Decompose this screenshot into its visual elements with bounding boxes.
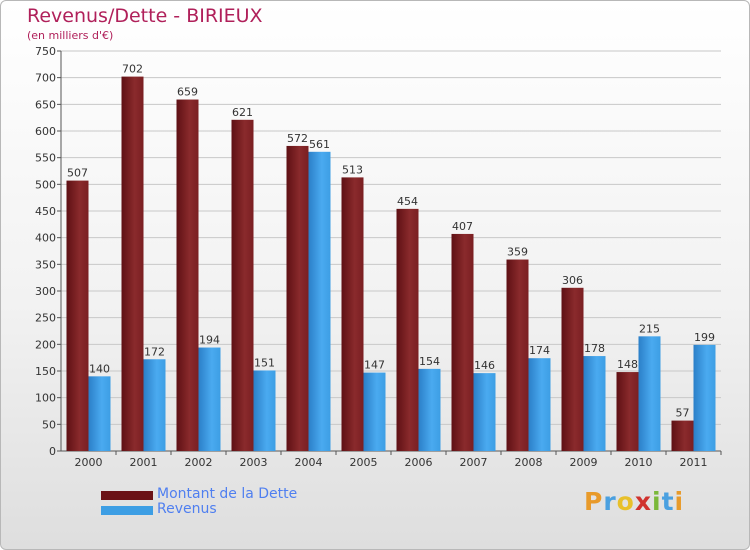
x-tick-label: 2010: [625, 456, 653, 469]
data-label: 140: [89, 362, 110, 375]
bar-revenus: [308, 151, 331, 452]
bar-revenus: [253, 370, 276, 451]
x-tick-label: 2006: [405, 456, 433, 469]
bar-dette: [396, 208, 419, 451]
data-label: 659: [177, 86, 198, 99]
x-tick-label: 2003: [240, 456, 268, 469]
bar-revenus: [693, 344, 716, 451]
bar-dette: [561, 287, 584, 451]
legend-swatch-revenue: [101, 506, 153, 515]
x-tick-label: 2002: [185, 456, 213, 469]
logo-letter: o: [616, 487, 635, 516]
x-tick-label: 2004: [295, 456, 323, 469]
data-label: 513: [342, 163, 363, 176]
data-label: 507: [67, 167, 88, 180]
y-tick-label: 200: [35, 338, 56, 351]
logo-letter: i: [652, 487, 662, 516]
data-label: 146: [474, 359, 495, 372]
bar-dette: [286, 145, 309, 451]
y-tick-label: 150: [35, 365, 56, 378]
y-tick-label: 550: [35, 152, 56, 165]
logo-letter: i: [674, 487, 685, 516]
y-tick-label: 350: [35, 258, 56, 271]
bar-dette: [506, 259, 529, 451]
data-label: 454: [397, 195, 418, 208]
data-label: 215: [639, 322, 660, 335]
x-tick-label: 2000: [75, 456, 103, 469]
data-label: 154: [419, 355, 440, 368]
y-tick-label: 500: [35, 178, 56, 191]
data-label: 151: [254, 356, 275, 369]
data-label: 174: [529, 344, 550, 357]
bar-revenus: [88, 376, 111, 451]
data-label: 359: [507, 246, 528, 259]
data-label: 561: [309, 138, 330, 151]
chart-title: Revenus/Dette - BIRIEUX: [27, 5, 263, 27]
legend-label-revenue: Revenus: [157, 501, 217, 517]
bar-revenus: [363, 372, 386, 451]
legend-swatch-debt: [101, 491, 153, 500]
brand-logo: Proxiti: [584, 487, 684, 516]
bar-dette: [121, 76, 144, 451]
y-tick-label: 450: [35, 205, 56, 218]
bar-dette: [341, 177, 364, 451]
bar-dette: [451, 233, 474, 451]
x-tick-label: 2007: [460, 456, 488, 469]
data-label: 621: [232, 106, 253, 119]
bar-revenus: [638, 336, 661, 451]
logo-letter: t: [661, 487, 675, 516]
y-tick-label: 600: [35, 125, 56, 138]
data-label: 199: [694, 331, 715, 344]
data-label: 148: [617, 358, 638, 371]
y-tick-label: 250: [35, 312, 56, 325]
data-label: 702: [122, 63, 143, 76]
x-tick-label: 2005: [350, 456, 378, 469]
y-tick-label: 50: [42, 418, 56, 431]
data-label: 172: [144, 345, 165, 358]
logo-letter: P: [584, 487, 604, 516]
data-label: 306: [562, 274, 583, 287]
x-tick-label: 2011: [680, 456, 708, 469]
data-label: 147: [364, 359, 385, 372]
x-tick-label: 2008: [515, 456, 543, 469]
chart-subtitle: (en milliers d'€): [27, 29, 114, 42]
bar-revenus: [528, 358, 551, 451]
y-tick-label: 100: [35, 392, 56, 405]
y-tick-label: 750: [35, 45, 56, 58]
y-tick-label: 650: [35, 98, 56, 111]
bar-revenus: [143, 359, 166, 451]
bar-revenus: [583, 356, 606, 451]
data-label: 407: [452, 220, 473, 233]
bar-dette: [66, 180, 89, 451]
logo-letter: r: [603, 487, 617, 516]
data-label: 194: [199, 334, 220, 347]
x-tick-label: 2009: [570, 456, 598, 469]
bar-revenus: [418, 368, 441, 451]
bar-dette: [616, 372, 639, 451]
data-label: 178: [584, 342, 605, 355]
bar-revenus: [473, 373, 496, 451]
bar-revenus: [198, 347, 221, 451]
legend-label-debt: Montant de la Dette: [157, 486, 298, 502]
bar-dette: [231, 119, 254, 452]
data-label: 572: [287, 132, 308, 145]
x-tick-label: 2001: [130, 456, 158, 469]
logo-letter: x: [634, 487, 652, 516]
y-tick-label: 700: [35, 72, 56, 85]
bar-dette: [671, 420, 694, 451]
data-label: 57: [676, 407, 690, 420]
y-tick-label: 0: [49, 445, 56, 458]
y-tick-label: 400: [35, 232, 56, 245]
bar-dette: [176, 99, 199, 452]
y-tick-label: 300: [35, 285, 56, 298]
